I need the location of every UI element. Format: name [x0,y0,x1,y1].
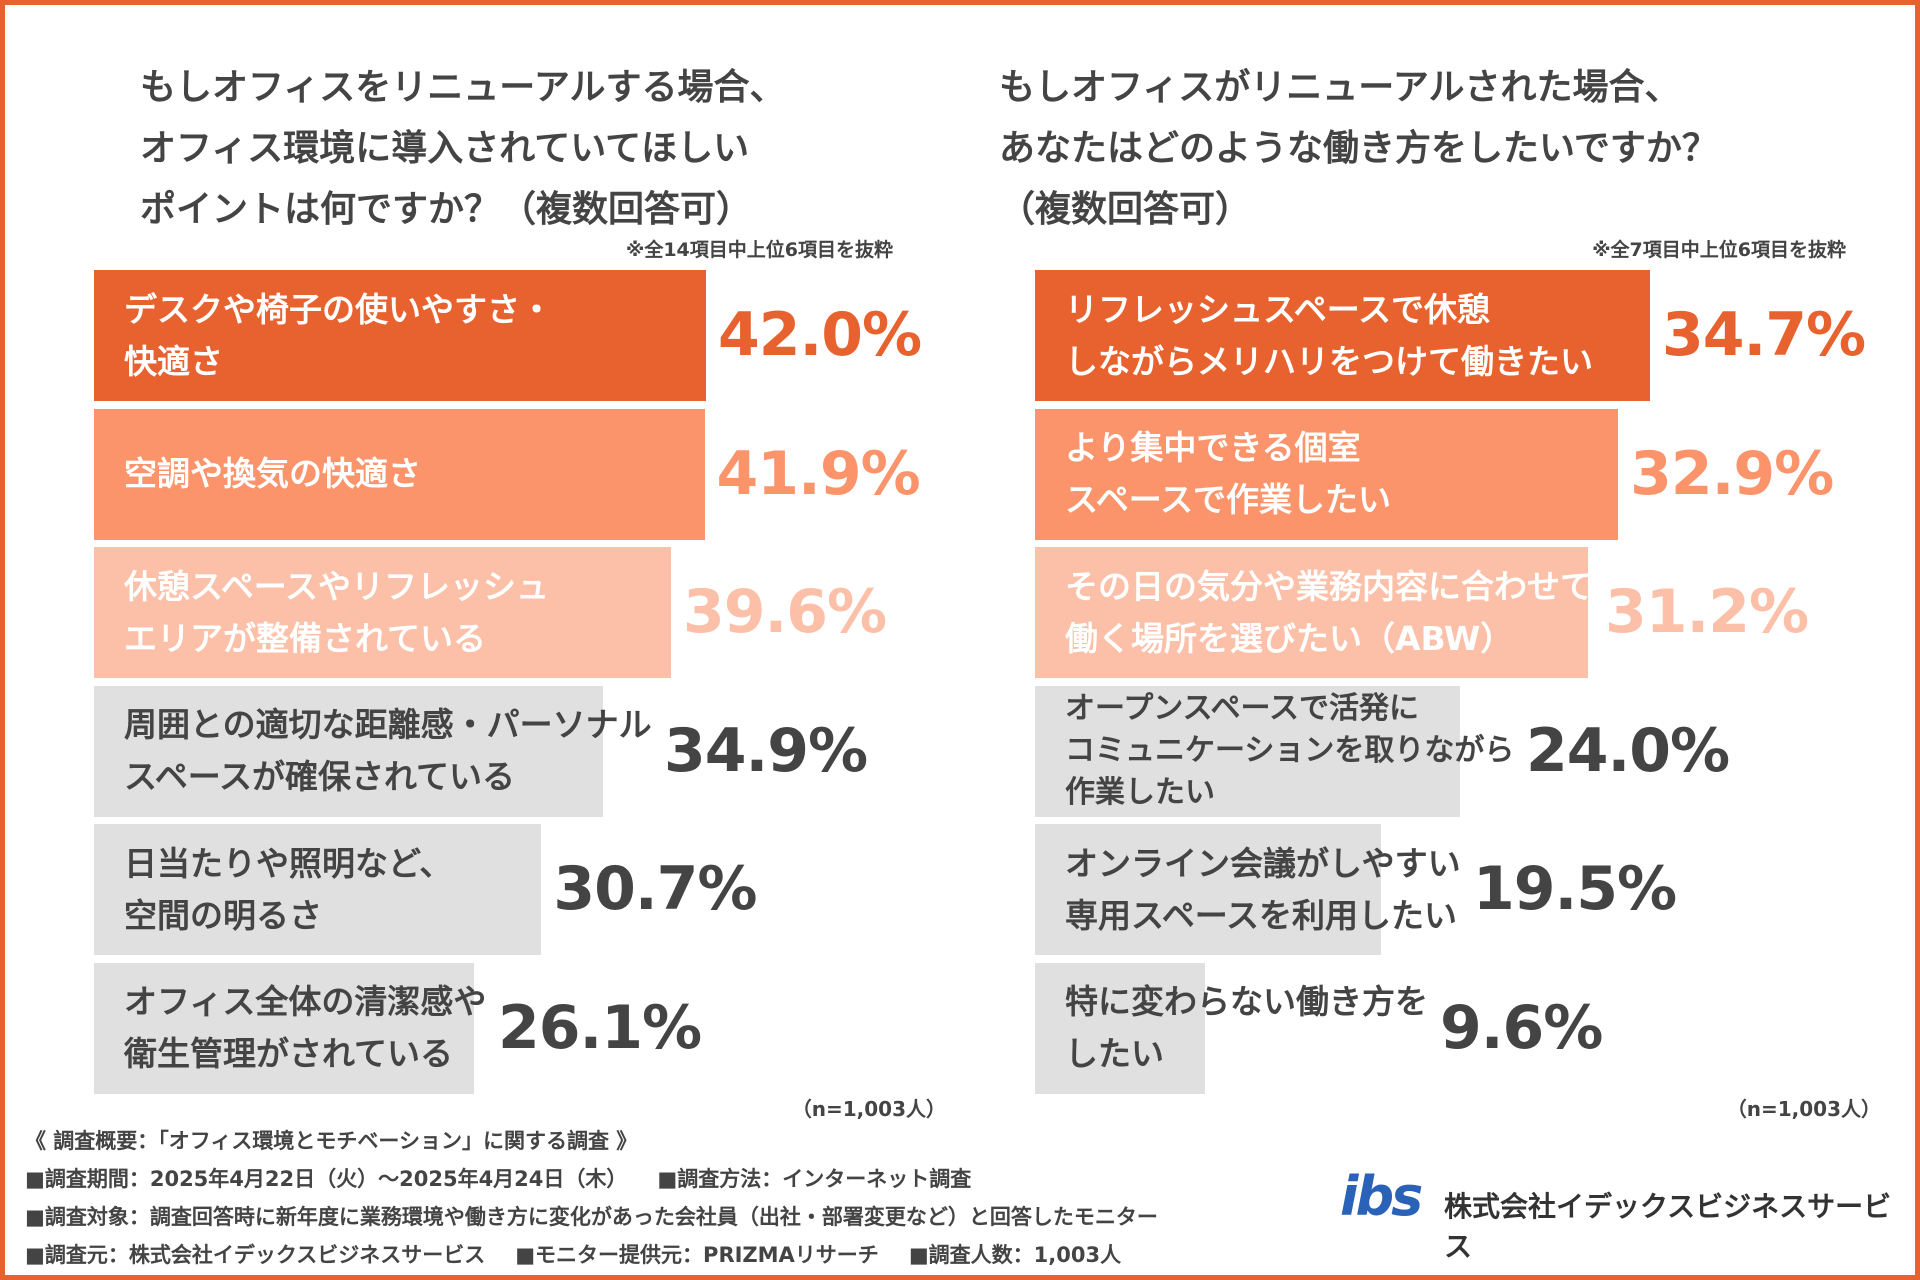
value-label: 26.1% [498,992,702,1063]
category-label: 周囲との適切な距離感・パーソナル スペースが確保されている [124,705,652,796]
category-label: 日当たりや照明など、 空間の明るさ [124,843,453,935]
category-label: 休憩スペースやリフレッシュ エリアが整備されている [124,566,550,658]
chart-title: もしオフィスをリニューアルする場合、 オフィス環境に導入されていてほしい ポイン… [140,67,786,230]
category-label: オンライン会議がしやすい 専用スペースを利用したい [1065,843,1461,935]
category-label: 空調や換気の快適さ [124,454,421,493]
note: ※全7項目中上位6項目を抜粋 [1592,239,1846,261]
value-label: 42.0% [718,300,922,370]
bar [1035,962,1206,1094]
logo-mark: ibs [1340,1165,1423,1228]
footer-line: ■調査期間：2025年4月22日（火）～2025年4月24日（木） ■調査方法：イ… [25,1161,1001,1198]
value-label: 31.2% [1605,577,1809,647]
bar [94,270,706,401]
category-label: リフレッシュスペースで休憩 しながらメリハリをつけて働きたい [1065,289,1593,381]
footer-line: ■調査対象：調査回答時に新年度に業務環境や働き方に変化があった会社員（出社・部署… [25,1199,1188,1236]
value-label: 34.7% [1662,300,1866,370]
bar [1035,547,1588,678]
bar [94,962,475,1094]
footer-item: ■調査対象：調査回答時に新年度に業務環境や働き方に変化があった会社員（出社・部署… [25,1205,1158,1229]
footer-item: ■調査期間：2025年4月22日（火）～2025年4月24日（木） [25,1167,628,1191]
bar [1035,270,1650,401]
value-label: 34.9% [664,715,868,786]
bar [1035,685,1461,817]
sample-size: （n=1,003人） [1726,1097,1881,1121]
value-label: 41.9% [716,438,921,509]
value-label: 24.0% [1526,715,1730,786]
footer-item: 《 調査概要：「オフィス環境とモチベーション」に関する調査 》 [25,1129,638,1153]
value-label: 9.6% [1440,992,1603,1063]
bar [94,547,672,678]
category-label: より集中できる個室 スペースで作業したい [1065,428,1392,519]
value-label: 30.7% [553,854,757,924]
value-label: 32.9% [1630,438,1834,509]
sample-size: （n=1,003人） [791,1097,946,1121]
footer-line: ■調査元：株式会社イデックスビジネスサービス ■モニター提供元：PRIZMAリサー… [25,1237,1151,1274]
value-label: 19.5% [1473,854,1677,924]
footer-line: 《 調査概要：「オフィス環境とモチベーション」に関する調査 》 [25,1123,667,1160]
bar [94,408,705,540]
bar [1035,824,1381,955]
bar [94,824,542,955]
category-label: オフィス全体の清潔感や 衛生管理がされている [124,982,487,1073]
category-label: オープンスペースで活発に コミュニケーションを取りながら 作業したい [1065,691,1515,810]
note: ※全14項目中上位6項目を抜粋 [625,239,893,261]
category-label: デスクや椅子の使いやすさ・ 快適さ [124,289,553,381]
footer-item: ■モニター提供元：PRIZMAリサーチ [515,1243,879,1267]
category-label: 特に変わらない働き方を したい [1065,982,1428,1073]
bar [94,685,603,817]
category-label: その日の気分や業務内容に合わせて 働く場所を選びたい（ABW） [1065,566,1593,658]
bar [1035,408,1619,540]
logo-company: 株式会社イデックスビジネスサービス [1444,1190,1892,1263]
footer-item: ■調査方法：インターネット調査 [657,1167,972,1191]
footer-item: ■調査元：株式会社イデックスビジネスサービス [25,1243,486,1267]
value-label: 39.6% [683,577,887,647]
footer-item: ■調査人数：1,003人 [908,1243,1122,1267]
chart-title: もしオフィスがリニューアルされた場合、 あなたはどのような働き方をしたいですか？… [999,67,1718,230]
